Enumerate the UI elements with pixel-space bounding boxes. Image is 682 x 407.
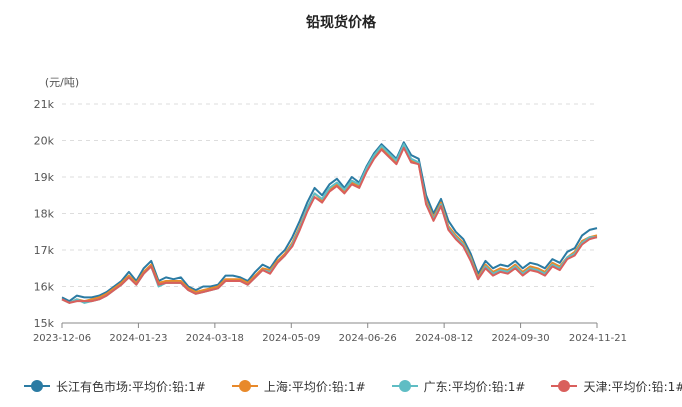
y-tick-label: 18k bbox=[34, 208, 55, 221]
y-tick-label: 16k bbox=[34, 281, 55, 294]
y-tick-label: 15k bbox=[34, 317, 55, 330]
x-tick-label: 2024-01-23 bbox=[109, 333, 167, 344]
legend-label: 上海:平均价:铅:1# bbox=[263, 379, 366, 394]
x-tick-label: 2024-05-09 bbox=[262, 333, 320, 344]
y-tick-label: 19k bbox=[34, 171, 55, 184]
y-axis-label: (元/吨) bbox=[45, 76, 79, 89]
legend: 长江有色市场:平均价:铅:1# 上海:平均价:铅:1# 广东:平均价:铅:1# 天津:… bbox=[24, 374, 682, 398]
legend-item-3[interactable]: 广东:平均价:铅:1# bbox=[391, 378, 526, 395]
legend-item-2[interactable]: 上海:平均价:铅:1# bbox=[231, 378, 366, 395]
chart-title: 铅现货价格 bbox=[306, 15, 376, 31]
series-line-3 bbox=[61, 143, 597, 304]
x-tick-label: 2023-12-06 bbox=[33, 333, 91, 344]
x-tick-label: 2024-09-30 bbox=[492, 333, 550, 344]
y-axis-ticks: 15k 16k 17k 18k 19k 20k 21k bbox=[34, 98, 55, 330]
legend-label: 广东:平均价:铅:1# bbox=[423, 379, 526, 394]
series-line-4 bbox=[61, 146, 598, 304]
legend-item-4[interactable]: 天津:平均价:铅:1# bbox=[551, 378, 682, 395]
series-line-1 bbox=[61, 141, 598, 303]
legend-marker-icon bbox=[231, 380, 258, 392]
y-tick-label: 17k bbox=[34, 244, 55, 257]
grid-lines bbox=[62, 103, 597, 287]
legend-label: 长江有色市场:平均价:铅:1# bbox=[56, 379, 206, 394]
legend-label: 天津:平均价:铅:1# bbox=[583, 379, 682, 394]
y-tick-label: 20k bbox=[34, 135, 55, 148]
legend-marker-icon bbox=[24, 380, 50, 392]
legend-marker-icon bbox=[391, 380, 418, 392]
x-tick-label: 2024-08-12 bbox=[415, 333, 473, 344]
x-tick-label: 2024-03-18 bbox=[186, 333, 244, 344]
x-axis-ticks: 2023-12-06 2024-01-23 2024-03-18 2024-05-09… bbox=[33, 323, 627, 344]
legend-marker-icon bbox=[551, 380, 578, 392]
series-lines bbox=[61, 141, 598, 304]
x-tick-label: 2024-06-26 bbox=[339, 333, 397, 344]
series-line-2 bbox=[61, 145, 598, 304]
y-tick-label: 21k bbox=[34, 98, 55, 111]
x-tick-label: 2024-11-21 bbox=[569, 333, 627, 344]
legend-item-1[interactable]: 长江有色市场:平均价:铅:1# bbox=[24, 378, 206, 395]
line-chart: 15k 16k 17k 18k 19k 20k 21k 2023-12-06 2024-01-… bbox=[33, 76, 627, 344]
